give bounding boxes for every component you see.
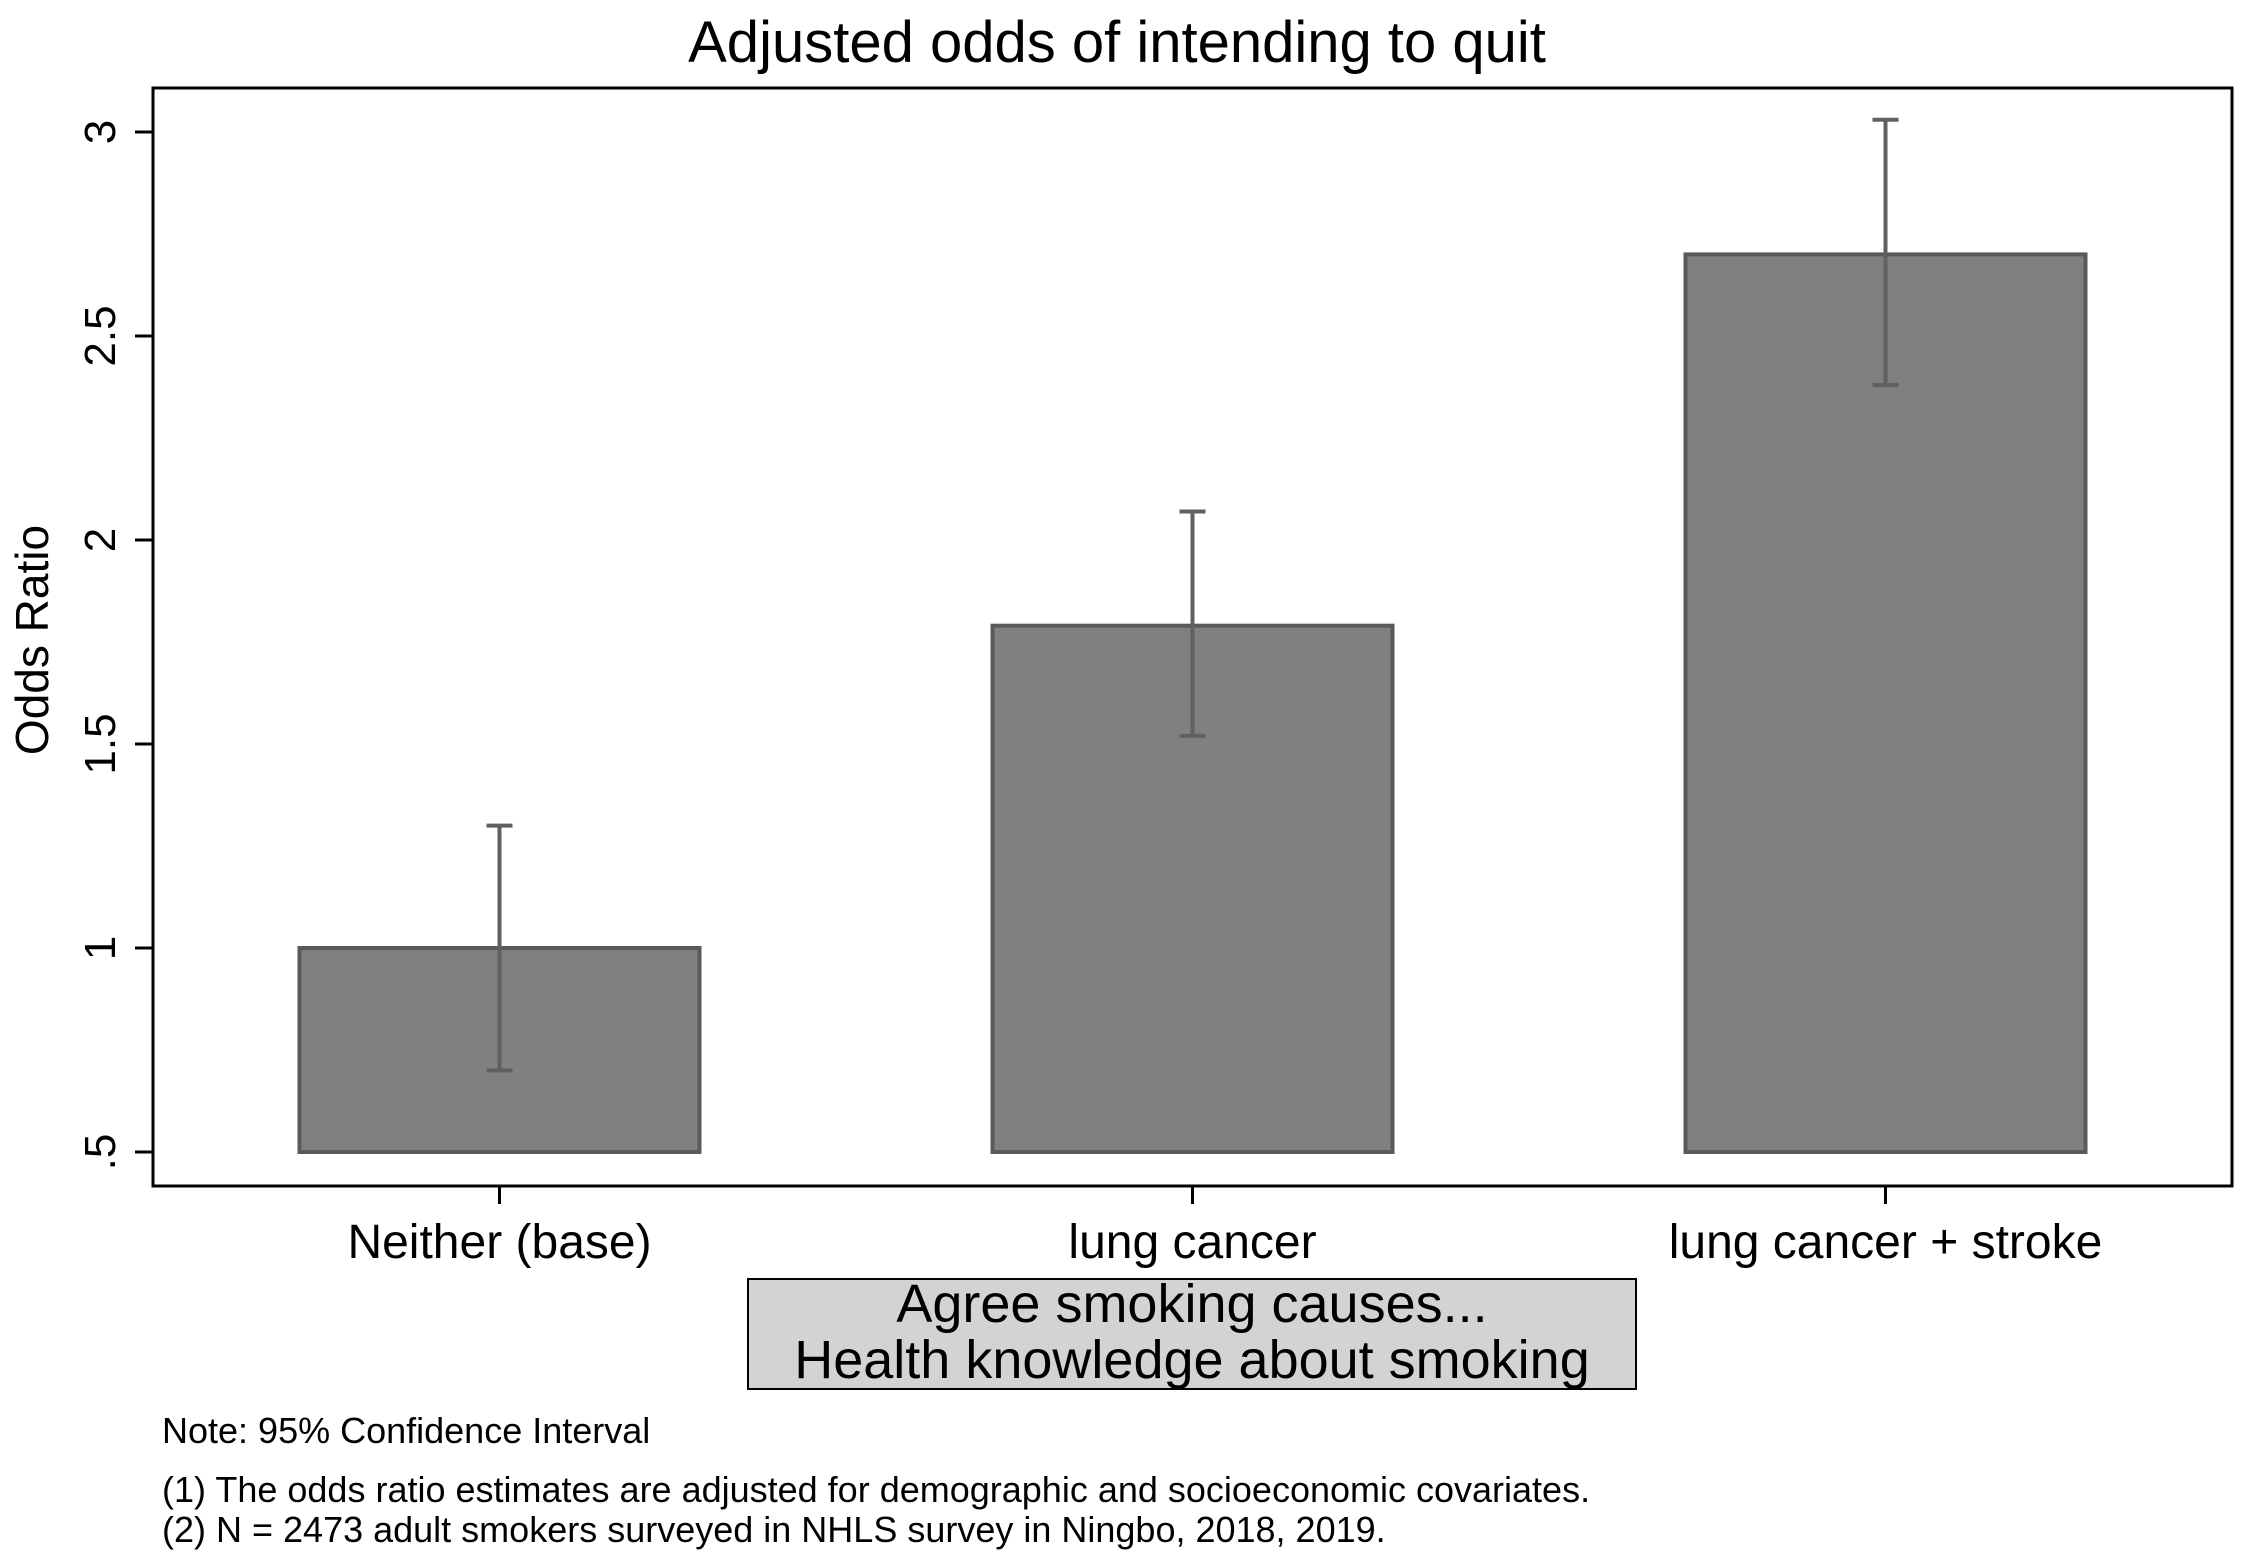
chart-title: Adjusted odds of intending to quit xyxy=(688,10,1546,75)
y-axis-title: Odds Ratio xyxy=(6,525,58,755)
x-axis: Neither (base) lung cancer lung cancer + s… xyxy=(347,1186,2102,1269)
bar xyxy=(1683,252,2088,1154)
y-tick-label: 1.5 xyxy=(76,713,125,774)
note-line-1: Note: 95% Confidence Interval xyxy=(162,1410,650,1451)
x-tick-label: Neither (base) xyxy=(347,1216,651,1269)
note-line-3: (2) N = 2473 adult smokers surveyed in N… xyxy=(162,1509,1386,1550)
x-tick-label: lung cancer + stroke xyxy=(1669,1216,2103,1269)
note-line-2: (1) The odds ratio estimates are adjuste… xyxy=(162,1469,1590,1510)
x-tick-label: lung cancer xyxy=(1068,1216,1316,1269)
error-bars xyxy=(486,117,1899,1073)
y-tick-label: 2.5 xyxy=(76,305,125,366)
x-label-box-line-1: Agree smoking causes... xyxy=(896,1274,1487,1334)
y-axis: .5 1 1.5 2 2.5 3 xyxy=(76,120,153,1171)
y-tick-label: 3 xyxy=(76,120,125,144)
y-tick-label: .5 xyxy=(76,1134,125,1171)
x-label-box-line-2: Health knowledge about smoking xyxy=(794,1330,1590,1390)
x-label-box xyxy=(747,1278,1637,1390)
y-tick-label: 1 xyxy=(76,936,125,960)
y-tick-label: 2 xyxy=(76,528,125,552)
